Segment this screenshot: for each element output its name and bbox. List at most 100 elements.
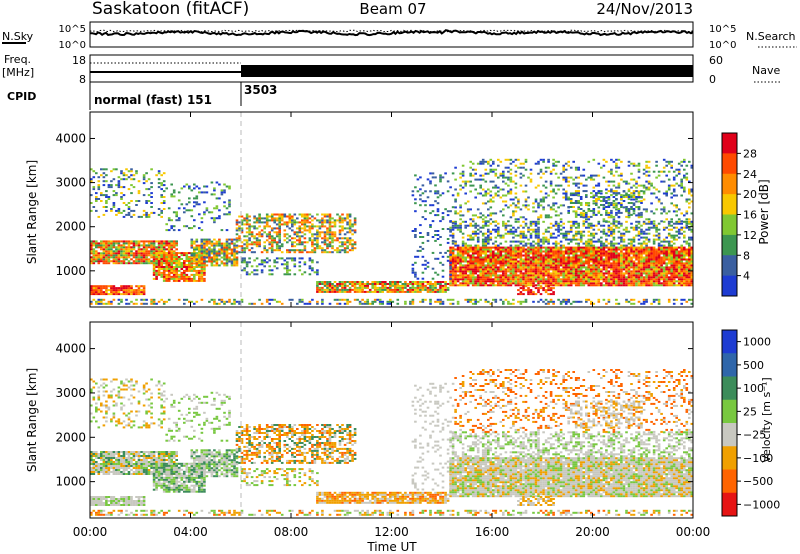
power-cell-1692 xyxy=(331,217,334,220)
power-cell-4657 xyxy=(592,232,596,235)
power-cell-4931 xyxy=(466,208,470,211)
power-cell-1285 xyxy=(243,251,246,254)
power-cell-141 xyxy=(100,260,103,263)
power-cell-976 xyxy=(102,206,106,208)
power-cell-3033 xyxy=(524,252,528,255)
power-cell-4209 xyxy=(680,278,683,281)
power-cell-4644 xyxy=(590,244,593,247)
power-cell-584 xyxy=(172,268,176,270)
power-cell-4569 xyxy=(559,240,563,243)
power-cell-813 xyxy=(208,260,211,263)
power-cell-3946 xyxy=(645,264,648,267)
power-cell-3928 xyxy=(642,262,646,265)
power-cell-3320 xyxy=(562,256,565,259)
power-cell-0 xyxy=(90,293,93,296)
power-cell-2219 xyxy=(210,298,214,301)
power-cell-247 xyxy=(122,250,126,253)
power-cell-4030 xyxy=(655,256,658,259)
power-cell-3562 xyxy=(595,272,598,275)
power-cell-4704 xyxy=(612,238,616,241)
power-cell-4059 xyxy=(660,274,663,277)
power-cell-4689 xyxy=(607,228,611,231)
power-cell-571 xyxy=(170,266,173,268)
power-cell-2743 xyxy=(487,266,490,269)
power-cell-2140 xyxy=(439,290,442,293)
power-cell-4069 xyxy=(660,252,663,255)
power-cell-4719 xyxy=(617,226,621,229)
power-cell-581 xyxy=(172,273,176,276)
power-cell-3059 xyxy=(529,278,533,281)
power-cell-3767 xyxy=(622,280,626,283)
power-cell-2545 xyxy=(459,248,462,251)
power-cell-1183 xyxy=(193,219,196,222)
power-cell-2893 xyxy=(507,264,510,267)
power-cell-3919 xyxy=(642,282,646,285)
power-cell-1301 xyxy=(245,227,249,230)
power-cell-1286 xyxy=(243,249,246,252)
power-cell-4619 xyxy=(579,240,583,243)
power-cell-3697 xyxy=(612,262,616,265)
power-cell-1924 xyxy=(333,290,337,293)
power-cell-1345 xyxy=(255,221,259,224)
power-cell-1010 xyxy=(115,213,118,216)
power-cell-4268 xyxy=(688,274,691,277)
power-cell-1731 xyxy=(341,219,344,222)
power-cell-2583 xyxy=(464,246,467,249)
power-cell-3406 xyxy=(574,276,578,279)
power-cell-3047 xyxy=(527,262,530,265)
power-cell-411 xyxy=(160,246,163,249)
power-cell-1895 xyxy=(318,283,322,285)
power-cell-422 xyxy=(162,246,166,249)
power-cell-2757 xyxy=(489,276,493,279)
power-cell-128 xyxy=(95,246,98,249)
power-cell-1427 xyxy=(275,241,279,244)
power-cell-1506 xyxy=(293,233,297,236)
power-cell-902 xyxy=(228,260,231,263)
power-cell-1781 xyxy=(353,243,357,246)
power-cell-1698 xyxy=(333,225,337,228)
power-cell-1847 xyxy=(286,269,289,272)
power-cell-1290 xyxy=(243,235,246,238)
power-cell-2917 xyxy=(509,256,513,259)
power-cell-536 xyxy=(162,252,166,255)
power-cell-2850 xyxy=(502,276,505,279)
power-cell-3894 xyxy=(637,252,641,255)
power-cell-3327 xyxy=(564,280,568,283)
power-cell-4189 xyxy=(677,280,681,283)
power-cell-1836 xyxy=(275,261,279,264)
power-cell-949 xyxy=(90,180,93,183)
power-cell-1441 xyxy=(278,237,281,240)
power-cell-1012 xyxy=(115,194,118,197)
station-title: Saskatoon (fitACF) xyxy=(92,0,249,19)
power-cell-1240 xyxy=(223,201,226,204)
power-cell-4854 xyxy=(675,238,678,241)
power-cell-1822 xyxy=(263,261,266,264)
power-cell-1110 xyxy=(157,186,161,189)
power-cell-3803 xyxy=(627,282,631,285)
power-cell-3184 xyxy=(544,254,548,257)
power-cell-1438 xyxy=(278,245,281,248)
power-cell-114 xyxy=(92,256,96,259)
power-cell-2454 xyxy=(449,284,452,287)
power-cell-847 xyxy=(215,264,219,267)
power-cell-4823 xyxy=(662,244,666,247)
power-cell-1599 xyxy=(313,233,317,236)
power-cell-2683 xyxy=(479,272,482,275)
power-cell-1678 xyxy=(328,217,332,220)
power-cell-3093 xyxy=(532,248,535,251)
power-cell-3323 xyxy=(562,250,565,253)
power-cell-3774 xyxy=(622,264,626,267)
power-cell-2652 xyxy=(474,258,477,261)
power-cell-1839 xyxy=(280,263,284,266)
power-cell-1930 xyxy=(336,288,339,291)
power-cell-4103 xyxy=(665,262,668,265)
power-cell-1137 xyxy=(167,219,171,222)
power-cell-3313 xyxy=(562,270,565,273)
power-cell-3139 xyxy=(539,272,543,275)
power-cell-3733 xyxy=(617,270,621,273)
power-cell-1078 xyxy=(142,209,146,212)
power-cell-4336 xyxy=(461,236,465,239)
power-cell-4435 xyxy=(504,226,508,229)
power-cell-1775 xyxy=(351,239,354,242)
power-cell-4294 xyxy=(690,262,694,265)
